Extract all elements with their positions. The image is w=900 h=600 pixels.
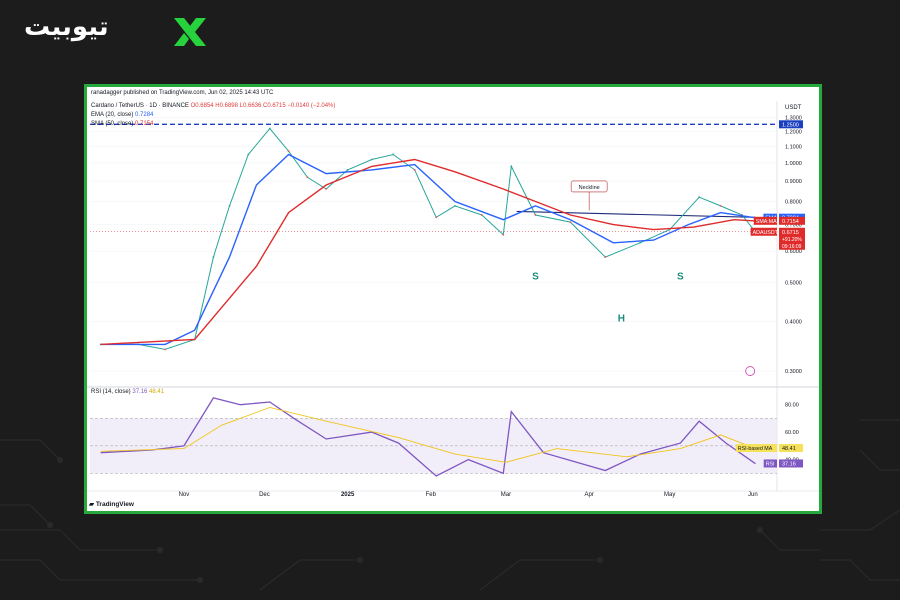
price-label-extra: +91.20% xyxy=(782,237,802,243)
price-point xyxy=(346,169,349,171)
price-point xyxy=(370,158,373,161)
price-point xyxy=(454,204,456,207)
price-label-value: 0.6715 xyxy=(782,230,799,236)
ema-legend-value: 0.7284 xyxy=(135,112,154,118)
price-tick-label: 0.7000 xyxy=(785,223,802,229)
rsi-label-name: RSI xyxy=(766,461,775,467)
neckline xyxy=(516,210,756,218)
price-point xyxy=(325,188,328,190)
price-label-name-bg xyxy=(753,216,777,225)
price-tick-label: 1.0000 xyxy=(785,161,802,167)
tv-mark-icon: ▰ xyxy=(89,501,96,508)
tradingview-logo: ▰ TradingView xyxy=(89,500,134,508)
rsi-label-value: 37.16 xyxy=(782,461,796,467)
price-point xyxy=(287,150,290,153)
price-point xyxy=(719,204,722,207)
price-label-name: ADAUSDT xyxy=(753,230,779,236)
rsi-label-value-bg xyxy=(779,459,803,468)
alert-bolt-icon[interactable] xyxy=(745,366,756,376)
price-label-extra: 09:16:09 xyxy=(782,244,802,250)
rsi-ma-line xyxy=(100,407,756,463)
time-tick-label: Apr xyxy=(584,492,593,498)
tv-logo-text: TradingView xyxy=(95,501,134,508)
price-point xyxy=(510,165,513,168)
price-tick-label: 0.8000 xyxy=(785,199,802,205)
currency-label: USDT xyxy=(785,105,802,111)
ema-legend: EMA (20, close) 0.7284 xyxy=(91,112,153,118)
price-point xyxy=(164,348,167,351)
time-tick-label: Mar xyxy=(501,492,511,498)
rsi-legend-value: 37.16 xyxy=(132,389,148,395)
brand-name: تیوبیت xyxy=(24,12,109,42)
chart-canvas: USDT 1.3000 1.2000 1.1000 1.0000 0.9000 0.8000… xyxy=(87,101,819,498)
time-tick-label: May xyxy=(664,492,675,498)
symbol-line: Cardano / TetherUS · 1D · BINANCE O0.685… xyxy=(91,103,335,109)
rsi-label-value: 48.41 xyxy=(782,446,796,452)
price-point xyxy=(212,256,215,258)
price-label-value: 0.7154 xyxy=(782,219,799,225)
time-tick-label: Feb xyxy=(426,492,437,498)
time-tick-label: 2025 xyxy=(341,492,355,498)
rsi-label-name-bg xyxy=(763,459,777,468)
price-point xyxy=(413,169,416,171)
rsi-tick-label: 60.00 xyxy=(785,430,799,436)
rsi-label-name: RSI-based MA xyxy=(738,446,773,452)
price-tick-label: 1.2000 xyxy=(785,129,802,135)
rsi-legend-label: RSI (14, close) xyxy=(91,389,131,395)
price-point xyxy=(502,233,505,236)
time-tick-label: Jun xyxy=(748,492,758,498)
price-label-name: SMA:MA xyxy=(756,219,777,225)
sma-legend-value: 0.7154 xyxy=(135,121,154,127)
neckline-label: Neckline xyxy=(579,185,600,191)
price-point xyxy=(569,221,572,224)
price-label-name-bg xyxy=(750,227,777,236)
price-point xyxy=(604,256,607,258)
sma-legend-label: SMA (50, close) xyxy=(91,121,134,127)
price-point xyxy=(268,127,271,130)
symbol-name: Cardano / TetherUS · 1D · BINANCE xyxy=(91,103,189,109)
rsi-band xyxy=(90,418,777,474)
price-tick-label: 0.5000 xyxy=(785,281,802,287)
brand-logo xyxy=(20,10,220,54)
ohlc-values: O0.6854 H0.6898 L0.6636 C0.6715 −0.0140 … xyxy=(190,103,336,109)
head-label: H xyxy=(618,313,625,324)
rsi-ma-legend-value: 48.41 xyxy=(149,389,165,395)
brand-mark-icon xyxy=(174,18,206,46)
resistance-label: 1.2500 xyxy=(782,122,799,128)
price-tick-label: 1.3000 xyxy=(785,116,802,122)
right-shoulder-label: S xyxy=(677,271,684,282)
rsi-line xyxy=(100,397,756,477)
price-tick-label: 0.6000 xyxy=(785,249,802,255)
price-point xyxy=(698,196,701,199)
time-tick-label: Dec xyxy=(259,492,270,498)
price-point xyxy=(306,176,309,179)
rsi-label-value-bg xyxy=(779,444,803,453)
series-line-ema xyxy=(100,153,756,346)
price-label-value-bg xyxy=(779,227,805,250)
sma-legend: SMA (50, close) 0.7154 xyxy=(91,121,153,127)
price-point xyxy=(435,216,438,219)
rsi-label-name-bg xyxy=(735,444,777,453)
price-point xyxy=(247,153,250,156)
price-tick-label: 0.3000 xyxy=(785,369,802,375)
price-tick-label: 0.9000 xyxy=(785,179,802,185)
price-point xyxy=(534,214,537,216)
published-line: ranadagger published on TradingView.com,… xyxy=(91,90,274,96)
price-tick-label: 1.1000 xyxy=(785,144,802,150)
rsi-legend: RSI (14, close) 37.16 48.41 xyxy=(91,389,164,395)
price-tick-label: 0.4000 xyxy=(785,319,802,325)
price-point xyxy=(392,153,395,156)
price-label-value-bg xyxy=(779,216,805,225)
series-line-sma xyxy=(100,158,756,346)
price-point xyxy=(480,214,483,216)
price-point xyxy=(228,204,231,207)
price-point xyxy=(639,241,642,244)
time-tick-label: Nov xyxy=(179,492,190,498)
rsi-tick-label: 80.00 xyxy=(785,403,799,409)
left-shoulder-label: S xyxy=(532,271,539,282)
tradingview-chart-frame: USDT 1.3000 1.2000 1.1000 1.0000 0.9000 0.8000… xyxy=(84,84,822,514)
ema-legend-label: EMA (20, close) xyxy=(91,112,134,118)
resistance-label-bg xyxy=(779,120,803,129)
